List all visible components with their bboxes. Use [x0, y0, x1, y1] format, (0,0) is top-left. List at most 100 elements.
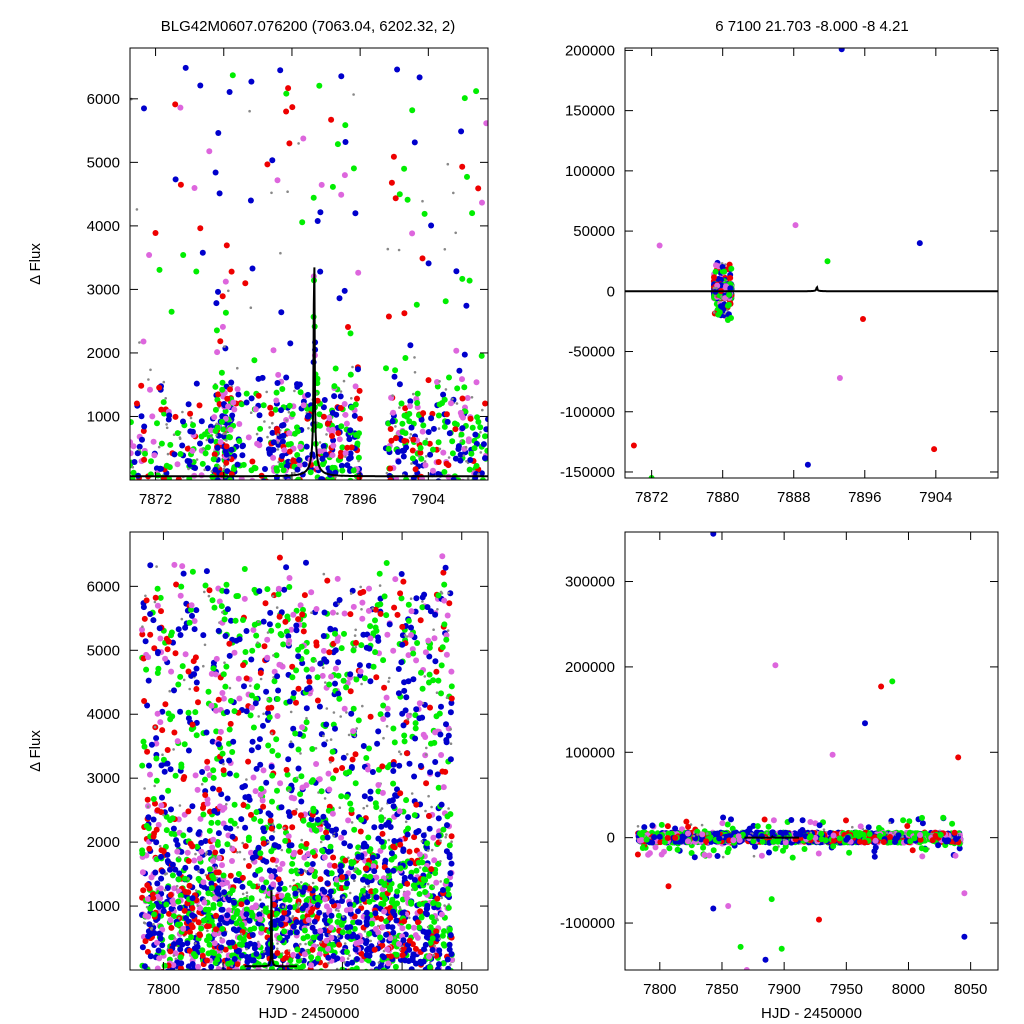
data-point: [239, 452, 246, 459]
data-point: [288, 974, 294, 980]
data-point: [250, 989, 256, 995]
data-point: [149, 902, 156, 909]
data-point: [147, 386, 153, 393]
data-point: [371, 1006, 377, 1012]
data-point: [372, 980, 378, 986]
data-point: [425, 429, 432, 435]
data-point: [194, 786, 201, 793]
data-point: [243, 906, 250, 913]
data-point: [214, 349, 221, 356]
data-point: [427, 982, 433, 988]
y-tick-label: 6000: [87, 91, 120, 108]
data-point: [285, 484, 288, 487]
data-point: [423, 675, 427, 678]
data-point: [276, 514, 282, 520]
data-point: [228, 483, 234, 489]
data-point: [215, 966, 222, 970]
data-point: [249, 477, 256, 480]
data-point: [257, 883, 261, 887]
data-point: [351, 925, 358, 932]
data-point: [160, 908, 167, 915]
data-point: [354, 482, 360, 488]
data-point: [446, 162, 450, 166]
data-point: [330, 649, 337, 656]
data-point: [155, 665, 162, 672]
data-point: [478, 352, 485, 359]
data-point: [279, 511, 285, 517]
data-point: [308, 995, 314, 1001]
data-point: [260, 836, 267, 842]
data-point: [450, 840, 453, 843]
data-point: [722, 295, 729, 302]
data-point: [363, 885, 367, 889]
data-point: [303, 666, 310, 673]
data-point: [402, 405, 409, 412]
data-point: [228, 268, 235, 275]
data-point: [307, 972, 313, 978]
data-point: [249, 854, 256, 861]
data-point: [322, 999, 325, 1002]
data-point: [399, 491, 405, 497]
data-point: [203, 643, 207, 647]
data-point: [281, 509, 287, 515]
data-point: [400, 998, 406, 1004]
data-point: [352, 383, 359, 390]
data-point: [353, 965, 360, 970]
data-point: [352, 401, 359, 408]
data-point: [298, 973, 304, 979]
data-point: [338, 73, 345, 80]
data-point: [152, 594, 159, 601]
data-point: [273, 389, 280, 396]
data-point: [165, 968, 171, 970]
data-point: [285, 458, 292, 465]
data-point: [337, 933, 344, 940]
data-point: [143, 1004, 149, 1010]
data-point: [400, 453, 407, 460]
data-point: [464, 491, 470, 497]
data-point: [215, 391, 222, 398]
data-point: [426, 440, 433, 447]
data-point: [230, 509, 233, 512]
data-point: [430, 425, 437, 432]
data-point: [285, 478, 292, 480]
data-point: [428, 961, 432, 965]
data-point: [293, 699, 299, 706]
data-point: [457, 457, 464, 464]
data-point: [286, 140, 293, 147]
data-point: [473, 499, 479, 505]
data-point: [229, 72, 236, 79]
data-point: [227, 1009, 233, 1015]
data-point: [198, 530, 204, 536]
data-point: [359, 599, 366, 606]
data-point: [173, 1000, 179, 1006]
data-point: [207, 594, 211, 598]
data-point: [448, 482, 454, 488]
data-point: [210, 785, 216, 792]
data-point: [226, 1011, 232, 1017]
data-point: [283, 482, 289, 488]
data-point: [228, 520, 234, 526]
data-point: [434, 383, 441, 390]
data-point: [179, 442, 186, 449]
data-point: [395, 449, 401, 455]
data-point: [325, 770, 332, 777]
data-point: [480, 441, 487, 448]
data-point: [367, 713, 374, 720]
data-point: [222, 432, 225, 436]
data-point: [278, 609, 285, 616]
data-point: [249, 993, 255, 999]
data-point: [291, 904, 298, 911]
outlier-point: [916, 240, 923, 247]
data-point: [219, 379, 226, 386]
data-point: [171, 451, 178, 458]
data-point: [425, 984, 428, 987]
data-point: [166, 412, 173, 419]
data-point: [456, 367, 463, 374]
data-point: [417, 908, 424, 915]
data-point: [341, 840, 348, 847]
data-point: [138, 341, 141, 344]
data-point: [420, 1005, 426, 1011]
data-point: [451, 420, 458, 427]
data-point: [360, 1001, 363, 1004]
